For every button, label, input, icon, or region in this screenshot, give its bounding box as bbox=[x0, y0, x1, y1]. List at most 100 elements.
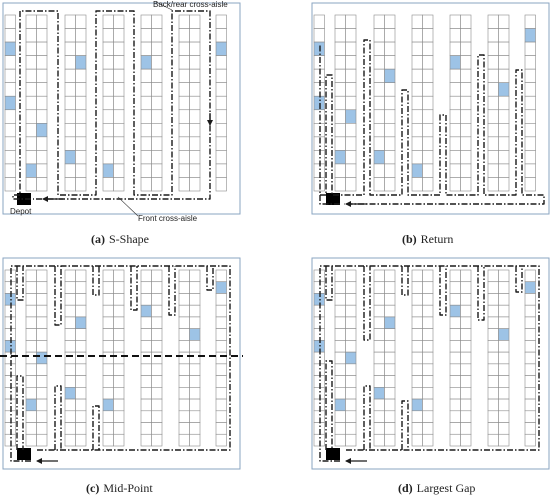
storage-slot bbox=[411, 55, 423, 70]
storage-slot bbox=[36, 14, 48, 29]
storage-slot bbox=[36, 177, 48, 192]
storage-slot bbox=[460, 163, 472, 178]
storage-slot bbox=[215, 163, 227, 178]
storage-slot bbox=[36, 68, 48, 83]
storage-slot bbox=[75, 304, 87, 318]
storage-slot bbox=[64, 281, 76, 294]
storage-slot bbox=[151, 387, 163, 400]
picking-route bbox=[363, 266, 371, 341]
storage-slot bbox=[189, 387, 201, 400]
storage-slot bbox=[498, 281, 510, 294]
storage-slot bbox=[460, 28, 472, 43]
pick-location bbox=[313, 41, 325, 56]
storage-slot bbox=[140, 136, 152, 151]
storage-slot bbox=[178, 328, 190, 341]
storage-slot bbox=[140, 68, 152, 83]
storage-slot bbox=[524, 363, 536, 376]
storage-slot bbox=[422, 28, 434, 43]
storage-slot bbox=[25, 351, 37, 365]
storage-slot bbox=[178, 422, 190, 435]
storage-slot bbox=[25, 281, 37, 294]
storage-slot bbox=[334, 269, 346, 283]
storage-slot bbox=[487, 150, 499, 165]
storage-slot bbox=[25, 387, 37, 400]
storage-slot bbox=[313, 269, 325, 283]
storage-slot bbox=[113, 281, 125, 294]
storage-slot bbox=[36, 398, 48, 412]
storage-slot bbox=[460, 328, 472, 341]
storage-slot bbox=[178, 177, 190, 192]
storage-slot bbox=[140, 363, 152, 376]
storage-slot bbox=[313, 316, 325, 329]
storage-slot bbox=[524, 68, 536, 83]
storage-slot bbox=[498, 177, 510, 192]
storage-slot bbox=[411, 14, 423, 29]
storage-slot bbox=[449, 422, 461, 435]
storage-slot bbox=[422, 316, 434, 329]
storage-slot bbox=[4, 136, 16, 151]
storage-slot bbox=[151, 398, 163, 412]
storage-slot bbox=[36, 433, 48, 447]
storage-slot bbox=[498, 150, 510, 165]
pick-location bbox=[334, 398, 346, 412]
storage-slot bbox=[411, 363, 423, 376]
storage-slot bbox=[373, 14, 385, 29]
storage-slot bbox=[113, 304, 125, 318]
storage-slot bbox=[334, 410, 346, 423]
storage-slot bbox=[178, 375, 190, 388]
storage-slot bbox=[498, 163, 510, 178]
storage-slot bbox=[178, 109, 190, 124]
storage-slot bbox=[345, 281, 357, 294]
storage-slot bbox=[524, 387, 536, 400]
storage-slot bbox=[373, 163, 385, 178]
storage-slot bbox=[113, 269, 125, 283]
storage-slot bbox=[75, 41, 87, 56]
storage-slot bbox=[25, 82, 37, 97]
storage-slot bbox=[140, 328, 152, 341]
storage-slot bbox=[25, 375, 37, 388]
storage-slot bbox=[449, 269, 461, 283]
storage-slot bbox=[178, 281, 190, 294]
storage-slot bbox=[345, 433, 357, 447]
storage-slot bbox=[460, 340, 472, 353]
storage-slot bbox=[102, 363, 114, 376]
storage-slot bbox=[36, 136, 48, 151]
storage-slot bbox=[75, 293, 87, 306]
storage-slot bbox=[215, 95, 227, 111]
storage-slot bbox=[524, 150, 536, 165]
pick-location bbox=[334, 150, 346, 165]
storage-slot bbox=[487, 328, 499, 341]
storage-slot bbox=[411, 351, 423, 365]
storage-slot bbox=[384, 340, 396, 353]
storage-slot bbox=[215, 293, 227, 306]
storage-slot bbox=[113, 328, 125, 341]
storage-slot bbox=[75, 82, 87, 97]
picking-route bbox=[319, 45, 340, 205]
storage-slot bbox=[334, 340, 346, 353]
storage-slot bbox=[373, 82, 385, 97]
storage-slot bbox=[4, 304, 16, 318]
storage-slot bbox=[345, 328, 357, 341]
storage-slot bbox=[36, 375, 48, 388]
storage-slot bbox=[524, 82, 536, 97]
storage-slot bbox=[487, 375, 499, 388]
storage-slot bbox=[449, 281, 461, 294]
storage-slot bbox=[384, 363, 396, 376]
storage-slot bbox=[334, 363, 346, 376]
storage-slot bbox=[411, 293, 423, 306]
storage-slot bbox=[102, 136, 114, 151]
storage-slot bbox=[449, 433, 461, 447]
storage-slot bbox=[334, 82, 346, 97]
storage-slot bbox=[75, 375, 87, 388]
pick-location bbox=[498, 328, 510, 341]
storage-slot bbox=[102, 316, 114, 329]
storage-slot bbox=[75, 351, 87, 365]
storage-slot bbox=[334, 316, 346, 329]
pick-location bbox=[384, 316, 396, 329]
storage-slot bbox=[411, 269, 423, 283]
storage-slot bbox=[113, 109, 125, 124]
storage-slot bbox=[75, 150, 87, 165]
storage-slot bbox=[75, 340, 87, 353]
storage-slot bbox=[25, 136, 37, 151]
storage-slot bbox=[113, 387, 125, 400]
